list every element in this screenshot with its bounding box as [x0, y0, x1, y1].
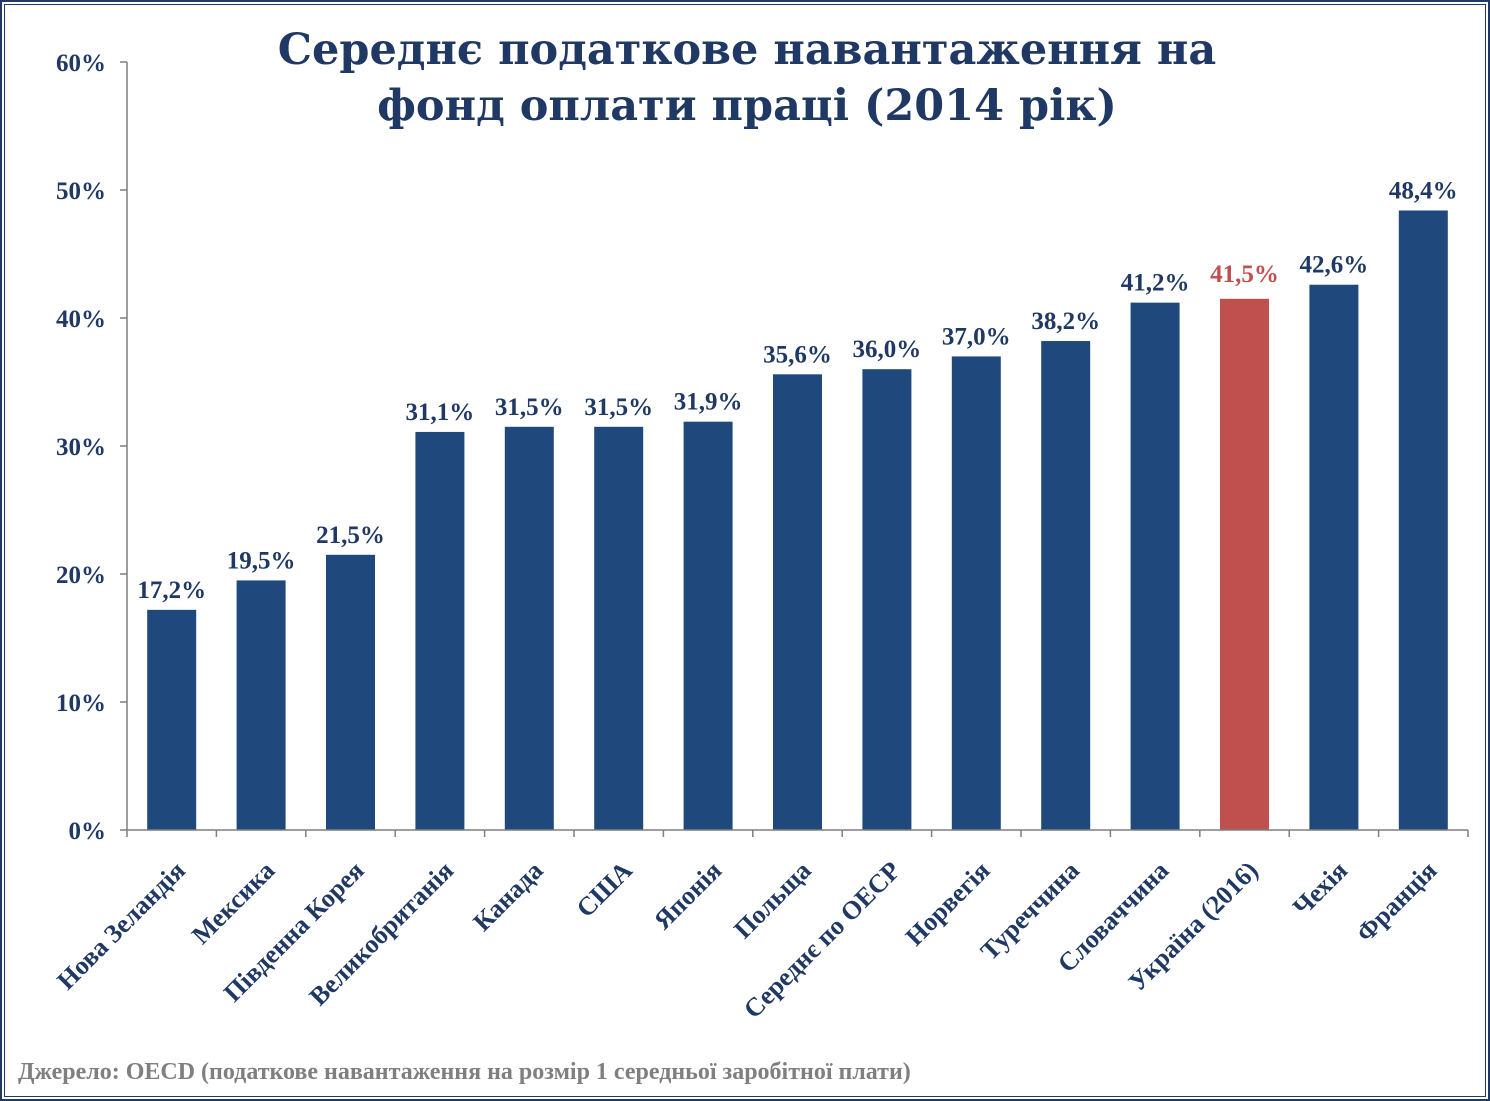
bar [1130, 302, 1180, 830]
y-tick-label: 30% [56, 434, 106, 461]
data-label: 35,6% [763, 341, 832, 368]
bar [862, 369, 912, 830]
y-axis: 0% 10% 20% 30% 40% 50% 60% [56, 50, 128, 845]
y-tick-label: 40% [56, 306, 106, 333]
category-label: Нова Зеландія [51, 856, 191, 996]
source-note: Джерело: OECD (податкове навантаження на… [18, 1059, 911, 1085]
bar [236, 580, 286, 830]
category-label: Норвегія [900, 856, 996, 952]
data-label: 38,2% [1031, 308, 1100, 335]
category-label: Канада [467, 856, 548, 937]
y-tick-label: 60% [56, 50, 106, 77]
chart-title-line-1: Середнє податкове навантаження на [277, 25, 1217, 75]
y-tick-label: 10% [56, 690, 106, 717]
chart-title-line-2: фонд оплати праці (2014 рік) [377, 81, 1117, 131]
y-tick-label: 50% [56, 178, 106, 205]
data-label: 31,1% [406, 399, 475, 426]
data-label: 31,5% [584, 394, 653, 421]
bar [951, 356, 1001, 830]
data-label: 48,4% [1389, 177, 1458, 204]
bar [1398, 210, 1448, 831]
bar [1309, 284, 1359, 831]
data-label: 31,9% [674, 389, 743, 416]
data-labels: 17,2% 19,5% 21,5% 31,1% 31,5% 31,5% 31,9% 35,6%… [137, 177, 1457, 603]
bar [1220, 298, 1269, 830]
bar [773, 374, 822, 830]
category-label: Франція [1351, 856, 1443, 948]
data-label: 42,6% [1300, 252, 1369, 279]
category-label: Середнє по ОЕСР [738, 856, 906, 1024]
category-label: Мексика [186, 856, 280, 950]
bar [1041, 341, 1091, 830]
data-label: 36,0% [853, 336, 922, 363]
bar [594, 426, 644, 830]
data-label: 37,0% [942, 323, 1011, 350]
data-label: 17,2% [137, 577, 206, 604]
bar [147, 609, 197, 830]
data-label: 31,5% [495, 394, 564, 421]
bars [147, 210, 1448, 831]
bar [415, 431, 465, 830]
category-label: США [571, 856, 638, 923]
data-label: 41,2% [1121, 270, 1190, 297]
y-tick-label: 20% [56, 562, 106, 589]
category-label: Польща [728, 856, 817, 945]
bar [504, 426, 554, 830]
bar [683, 421, 733, 830]
data-label: 21,5% [316, 522, 385, 549]
chart-title: Середнє податкове навантаження на фонд о… [122, 22, 1372, 134]
category-label: Чехія [1287, 856, 1353, 922]
data-label: 41,5% [1210, 261, 1279, 288]
y-tick-label: 0% [69, 818, 107, 845]
category-label: Японія [648, 856, 727, 935]
bar [326, 554, 375, 830]
data-label: 19,5% [227, 547, 296, 574]
